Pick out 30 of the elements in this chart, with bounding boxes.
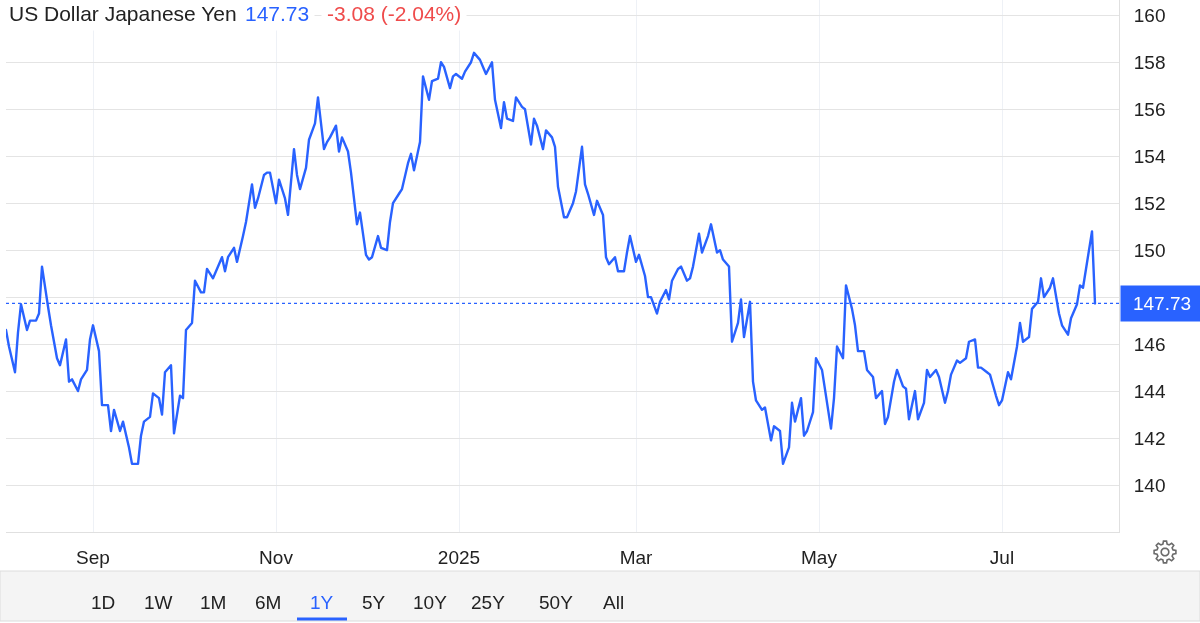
ref-line-label: 147.73 bbox=[1132, 293, 1192, 314]
text: 10Y bbox=[413, 592, 448, 613]
y-tick-label: 160 bbox=[1133, 4, 1166, 26]
text: 25Y bbox=[471, 592, 506, 613]
y-tick-label: 140 bbox=[1133, 474, 1166, 496]
annotation: 147.73 bbox=[245, 2, 310, 25]
y-tick-label: 150 bbox=[1133, 239, 1166, 261]
x-tick-label: May bbox=[801, 546, 838, 568]
annotation: -3.08 (-2.04%) bbox=[327, 2, 462, 25]
y-tick-label: 142 bbox=[1133, 427, 1166, 449]
y-tick-label: 144 bbox=[1133, 380, 1166, 402]
text: 1W bbox=[144, 592, 173, 613]
x-tick-label: Nov bbox=[259, 546, 294, 568]
y-tick-label: 146 bbox=[1133, 333, 1166, 355]
text: 1M bbox=[200, 592, 227, 613]
text: 5Y bbox=[362, 592, 386, 613]
text: 6M bbox=[255, 592, 282, 613]
y-tick-label: 152 bbox=[1133, 192, 1166, 214]
text: 1Y bbox=[310, 592, 334, 613]
text: 50Y bbox=[539, 592, 574, 613]
y-tick-label: 154 bbox=[1133, 145, 1166, 167]
x-tick-label: Mar bbox=[619, 546, 654, 568]
x-tick-label: 2025 bbox=[437, 546, 481, 568]
x-tick-label: Jul bbox=[989, 546, 1015, 568]
text: 1D bbox=[91, 592, 116, 613]
y-tick-label: 158 bbox=[1133, 51, 1166, 73]
y-tick-label: 156 bbox=[1133, 98, 1166, 120]
text: All bbox=[603, 592, 625, 613]
chart-title: US Dollar Japanese Yen bbox=[9, 2, 237, 25]
x-tick-label: Sep bbox=[76, 546, 110, 568]
